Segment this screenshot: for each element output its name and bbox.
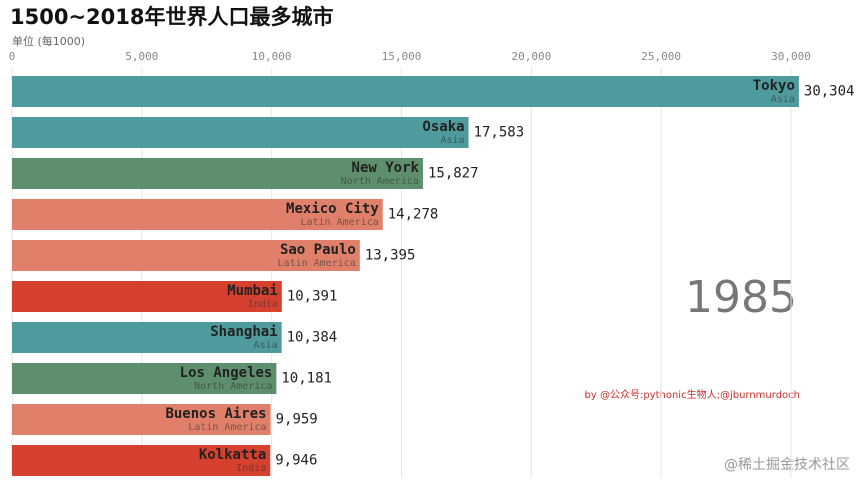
value-label: 13,395 (365, 248, 416, 264)
value-label: 10,384 (287, 330, 338, 346)
bar-name: Osaka (422, 119, 464, 135)
bar (12, 322, 282, 353)
axis-label: 单位 (每1000) (12, 34, 85, 48)
value-label: 10,181 (281, 371, 332, 387)
bar-region: Asia (254, 340, 278, 351)
bar-region: Latin America (278, 258, 356, 269)
watermark: @稀土掘金技术社区 (724, 457, 850, 473)
bar-region: India (236, 463, 266, 474)
bar-name: Mumbai (227, 283, 278, 299)
value-label: 9,946 (275, 453, 317, 469)
bar-name: Mexico City (286, 201, 379, 217)
bar-region: North America (194, 381, 272, 392)
bar (12, 117, 469, 148)
x-tick-label: 30,000 (771, 50, 811, 63)
value-label: 17,583 (474, 125, 525, 141)
value-label: 9,959 (276, 412, 318, 428)
bar-region: Asia (771, 94, 795, 105)
bar (12, 158, 423, 189)
bar-region: Asia (440, 135, 464, 146)
bar-name: New York (352, 160, 420, 176)
bar-region: Latin America (188, 422, 266, 433)
x-tick-label: 20,000 (511, 50, 551, 63)
bar-name: Sao Paulo (280, 242, 356, 258)
bar-region: Latin America (300, 217, 378, 228)
credit: by @公众号:pythonic生物人;@jburnmurdoch (585, 388, 801, 401)
bar-name: Shanghai (210, 324, 277, 340)
bar-name: Buenos Aires (165, 406, 266, 422)
bar (12, 363, 277, 394)
value-label: 14,278 (388, 207, 439, 223)
x-tick-label: 5,000 (125, 50, 158, 63)
value-label: 15,827 (428, 166, 479, 182)
bar-region: India (248, 299, 278, 310)
bar-name: Tokyo (753, 78, 795, 94)
bar (12, 76, 799, 107)
chart-title: 1500~2018年世界人口最多城市 (10, 5, 334, 29)
x-tick-label: 0 (9, 50, 16, 63)
value-label: 30,304 (804, 84, 855, 100)
bar-region: North America (341, 176, 419, 187)
bar (12, 404, 271, 435)
bar (12, 240, 360, 271)
x-tick-label: 10,000 (252, 50, 292, 63)
bar (12, 199, 383, 230)
bar (12, 281, 282, 312)
year-label: 1985 (685, 272, 797, 323)
bar-name: Kolkatta (199, 447, 266, 463)
x-tick-label: 25,000 (641, 50, 681, 63)
bar-name: Los Angeles (180, 365, 273, 381)
bar (12, 445, 271, 476)
value-label: 10,391 (287, 289, 338, 305)
x-tick-label: 15,000 (382, 50, 422, 63)
